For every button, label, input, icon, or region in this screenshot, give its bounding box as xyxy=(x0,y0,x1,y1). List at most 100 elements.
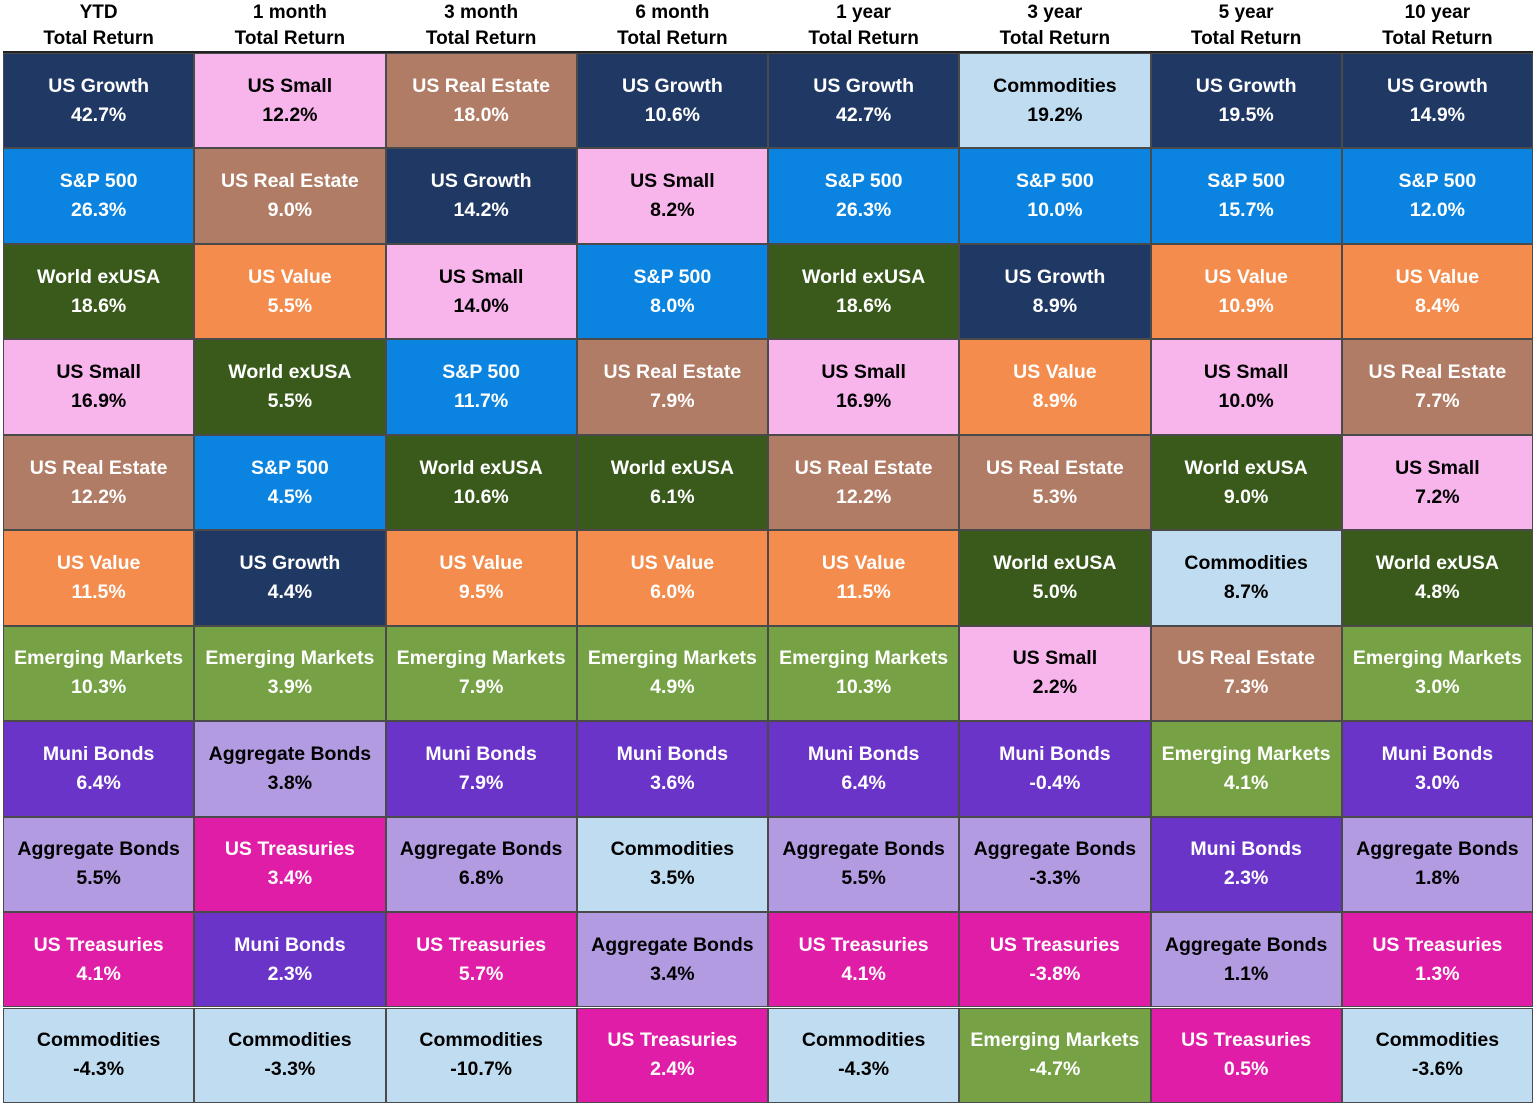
asset-name: US Small xyxy=(1395,456,1480,479)
return-value: 15.7% xyxy=(1218,199,1274,222)
return-cell: Muni Bonds 2.3% xyxy=(194,912,386,1008)
asset-name: US Growth xyxy=(622,74,723,97)
return-value: 14.2% xyxy=(453,199,509,222)
column: 10 year Total Return US Growth 14.9% S&P 500… xyxy=(1341,0,1533,1103)
asset-name: Commodities xyxy=(1184,551,1308,574)
asset-name: Muni Bonds xyxy=(234,933,346,956)
asset-name: US Real Estate xyxy=(1177,647,1315,670)
return-value: 10.6% xyxy=(453,485,509,508)
return-cell: US Value 5.5% xyxy=(194,243,386,340)
asset-name: US Real Estate xyxy=(603,361,742,384)
return-cell: US Treasuries 5.7% xyxy=(385,912,577,1008)
asset-name: US Small xyxy=(247,74,333,97)
column-header: 3 year Total Return xyxy=(959,0,1151,53)
return-cell: S&P 500 10.0% xyxy=(959,148,1151,244)
column: 5 year Total Return US Growth 19.5% S&P 500 1… xyxy=(1150,0,1342,1103)
asset-name: Aggregate Bonds xyxy=(399,838,563,861)
return-value: 5.5% xyxy=(76,867,121,890)
asset-name: Commodities xyxy=(228,1029,352,1052)
period-label: 6 month xyxy=(635,2,710,23)
asset-name: Aggregate Bonds xyxy=(782,838,945,861)
asset-name: Emerging Markets xyxy=(396,647,566,670)
return-value: 8.9% xyxy=(1032,294,1078,317)
asset-name: World exUSA xyxy=(228,361,352,384)
asset-name: US Real Estate xyxy=(412,74,550,97)
return-value: 4.5% xyxy=(267,485,313,508)
return-cell: Emerging Markets -4.7% xyxy=(959,1007,1151,1103)
asset-name: US Small xyxy=(630,170,715,193)
return-cell: S&P 500 11.7% xyxy=(385,339,577,435)
period-label: 3 month xyxy=(444,2,519,23)
return-value: 5.5% xyxy=(267,390,313,413)
return-cell: Commodities -4.3% xyxy=(768,1007,960,1103)
return-value: 4.9% xyxy=(650,676,695,699)
return-value: 3.0% xyxy=(1415,771,1460,794)
asset-name: World exUSA xyxy=(993,551,1117,574)
return-value: 8.9% xyxy=(1032,390,1078,413)
return-cell: World exUSA 5.5% xyxy=(194,339,386,435)
return-value: -4.3% xyxy=(838,1058,890,1081)
return-cell: US Real Estate 5.3% xyxy=(959,434,1151,531)
return-cell: Emerging Markets 3.9% xyxy=(194,625,386,722)
return-value: 9.0% xyxy=(267,199,313,222)
return-value: 18.6% xyxy=(835,294,892,317)
return-cell: US Treasuries 3.4% xyxy=(194,816,386,913)
return-cell: Commodities -3.3% xyxy=(194,1007,386,1103)
asset-name: S&P 500 xyxy=(251,456,329,479)
return-value: 10.0% xyxy=(1218,390,1274,413)
return-cell: Aggregate Bonds -3.3% xyxy=(959,816,1151,913)
asset-name: Emerging Markets xyxy=(205,647,375,670)
return-cell: US Value 8.4% xyxy=(1341,243,1533,340)
asset-name: US Growth xyxy=(1004,265,1106,288)
asset-name: Emerging Markets xyxy=(1352,647,1522,670)
return-value: 4.4% xyxy=(267,580,313,603)
asset-name: Muni Bonds xyxy=(425,742,537,765)
return-cell: S&P 500 26.3% xyxy=(3,148,195,244)
return-value: 16.9% xyxy=(70,390,127,413)
asset-name: US Treasuries xyxy=(224,838,355,861)
return-cell: US Growth 14.2% xyxy=(385,148,577,244)
return-cell: US Real Estate 7.3% xyxy=(1150,625,1342,722)
return-cell: Aggregate Bonds 5.5% xyxy=(768,816,960,913)
asset-name: Aggregate Bonds xyxy=(1164,933,1328,956)
asset-name: US Small xyxy=(1012,647,1098,670)
return-value: 7.3% xyxy=(1223,676,1269,699)
return-cell: Commodities 19.2% xyxy=(959,53,1151,149)
return-cell: US Small 7.2% xyxy=(1341,434,1533,531)
return-cell: Muni Bonds 6.4% xyxy=(3,721,195,817)
return-value: 26.3% xyxy=(70,199,127,222)
return-value: 5.3% xyxy=(1032,485,1078,508)
asset-name: Commodities xyxy=(993,74,1117,97)
asset-name: US Treasuries xyxy=(607,1029,738,1052)
return-value: 3.0% xyxy=(1415,676,1460,699)
period-label: 5 year xyxy=(1218,2,1274,23)
return-value: 6.0% xyxy=(650,580,695,603)
asset-name: World exUSA xyxy=(1184,456,1308,479)
asset-name: World exUSA xyxy=(419,456,543,479)
return-value: 7.9% xyxy=(458,771,504,794)
return-value: 3.5% xyxy=(650,867,695,890)
period-label: 3 year xyxy=(1027,2,1083,23)
return-value: -10.7% xyxy=(450,1058,513,1081)
return-value: 11.7% xyxy=(454,390,509,413)
return-cell: Muni Bonds 6.4% xyxy=(768,721,960,817)
return-value: -3.3% xyxy=(264,1058,316,1081)
period-label: 1 year xyxy=(836,2,892,23)
return-value: 10.0% xyxy=(1027,199,1083,222)
return-cell: Commodities 8.7% xyxy=(1150,530,1342,626)
asset-name: US Value xyxy=(439,551,523,574)
asset-name: US Treasuries xyxy=(798,933,929,956)
asset-name: Aggregate Bonds xyxy=(17,838,180,861)
returns-table: YTD Total Return US Growth 42.7% S&P 500 26.3… xyxy=(3,0,1533,1103)
return-value: 12.2% xyxy=(835,485,892,508)
return-value: 18.6% xyxy=(70,294,127,317)
asset-name: S&P 500 xyxy=(1016,170,1094,193)
asset-name: Muni Bonds xyxy=(1381,742,1494,765)
return-cell: Aggregate Bonds 1.1% xyxy=(1150,912,1342,1008)
asset-name: US Growth xyxy=(1387,74,1488,97)
asset-name: World exUSA xyxy=(802,265,926,288)
return-cell: Emerging Markets 4.1% xyxy=(1150,721,1342,817)
column: 6 month Total Return US Growth 10.6% US Smal… xyxy=(576,0,768,1103)
return-value: 10.6% xyxy=(644,103,701,126)
